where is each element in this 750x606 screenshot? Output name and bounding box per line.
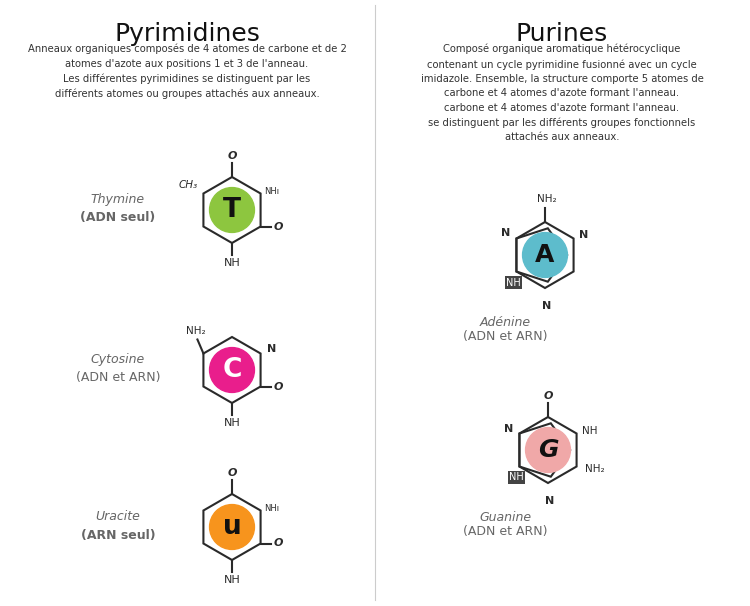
- Text: N: N: [578, 230, 588, 241]
- Text: NHı: NHı: [265, 187, 280, 196]
- Text: NH: NH: [224, 418, 240, 428]
- Text: N: N: [545, 496, 554, 506]
- Text: N: N: [504, 424, 514, 433]
- Text: CH₃: CH₃: [178, 179, 197, 190]
- Text: Thymine: Thymine: [91, 193, 145, 207]
- Text: Uracite: Uracite: [95, 510, 140, 524]
- Circle shape: [209, 505, 254, 550]
- Text: Purines: Purines: [516, 22, 608, 46]
- Circle shape: [526, 428, 571, 473]
- Text: Guanine: Guanine: [479, 511, 531, 524]
- Text: G: G: [538, 438, 558, 462]
- Text: O: O: [227, 468, 237, 478]
- Text: NH₂: NH₂: [537, 194, 556, 204]
- Text: NH₂: NH₂: [185, 325, 206, 336]
- Text: NH₂: NH₂: [584, 465, 604, 474]
- Text: (ADN et ARN): (ADN et ARN): [463, 525, 548, 538]
- Text: (ADN seul): (ADN seul): [80, 211, 156, 224]
- Text: Pyrimidines: Pyrimidines: [114, 22, 260, 46]
- Text: (ARN seul): (ARN seul): [81, 528, 155, 542]
- Text: N: N: [266, 344, 276, 355]
- Text: O: O: [543, 391, 553, 401]
- Text: Adénine: Adénine: [479, 316, 530, 329]
- Text: (ADN et ARN): (ADN et ARN): [76, 371, 160, 384]
- Text: NH: NH: [224, 575, 240, 585]
- Text: C: C: [222, 357, 242, 383]
- Circle shape: [209, 348, 254, 393]
- Text: N: N: [542, 301, 551, 311]
- Text: T: T: [223, 197, 241, 223]
- Text: NH: NH: [581, 425, 597, 436]
- Circle shape: [209, 188, 254, 233]
- Text: NHı: NHı: [265, 504, 280, 513]
- Text: Cytosine: Cytosine: [91, 353, 146, 367]
- Text: (ADN et ARN): (ADN et ARN): [463, 330, 548, 343]
- Circle shape: [523, 233, 568, 278]
- Text: O: O: [274, 382, 283, 391]
- Text: u: u: [223, 514, 242, 540]
- Text: O: O: [227, 151, 237, 161]
- Text: Anneaux organiques composés de 4 atomes de carbone et de 2
atomes d'azote aux po: Anneaux organiques composés de 4 atomes …: [28, 44, 347, 99]
- Text: Composé organique aromatique hétérocyclique
contenant un cycle pyrimidine fusion: Composé organique aromatique hétérocycli…: [421, 44, 704, 142]
- Text: NH: NH: [509, 473, 524, 482]
- Text: O: O: [274, 539, 283, 548]
- Text: NH: NH: [506, 278, 520, 287]
- Text: O: O: [274, 222, 283, 231]
- Text: NH: NH: [224, 258, 240, 268]
- Text: A: A: [536, 243, 555, 267]
- Text: N: N: [501, 228, 511, 239]
